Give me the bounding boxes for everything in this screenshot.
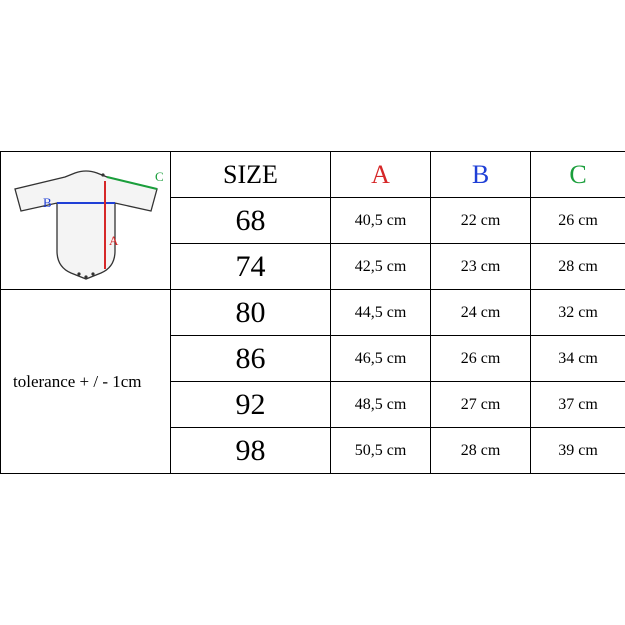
snap-icon <box>84 275 87 278</box>
garment-outline <box>15 171 157 279</box>
c-cell: 37 cm <box>531 382 625 428</box>
b-cell: 28 cm <box>431 428 531 474</box>
size-chart: B A C SIZE A B C 68 40,5 cm 22 cm 26 cm … <box>0 151 625 474</box>
c-cell: 28 cm <box>531 244 625 290</box>
table-header-row: B A C SIZE A B C <box>1 152 625 198</box>
b-cell: 26 cm <box>431 336 531 382</box>
c-cell: 26 cm <box>531 198 625 244</box>
size-cell: 98 <box>171 428 331 474</box>
table-row: tolerance + / - 1cm 80 44,5 cm 24 cm 32 … <box>1 290 625 336</box>
size-cell: 68 <box>171 198 331 244</box>
a-cell: 48,5 cm <box>331 382 431 428</box>
c-cell: 34 cm <box>531 336 625 382</box>
measure-a-label: A <box>109 233 119 248</box>
measure-c-label: C <box>155 169 164 184</box>
size-cell: 74 <box>171 244 331 290</box>
header-size: SIZE <box>171 152 331 198</box>
header-a: A <box>331 152 431 198</box>
size-cell: 92 <box>171 382 331 428</box>
size-cell: 80 <box>171 290 331 336</box>
a-cell: 44,5 cm <box>331 290 431 336</box>
measure-b-label: B <box>43 195 52 210</box>
snap-icon <box>77 272 80 275</box>
size-table: B A C SIZE A B C 68 40,5 cm 22 cm 26 cm … <box>0 151 625 474</box>
header-b: B <box>431 152 531 198</box>
tolerance-cell: tolerance + / - 1cm <box>1 290 171 474</box>
diagram-cell: B A C <box>1 152 171 290</box>
b-cell: 27 cm <box>431 382 531 428</box>
a-cell: 50,5 cm <box>331 428 431 474</box>
b-cell: 22 cm <box>431 198 531 244</box>
header-c: C <box>531 152 625 198</box>
b-cell: 24 cm <box>431 290 531 336</box>
a-cell: 46,5 cm <box>331 336 431 382</box>
c-cell: 32 cm <box>531 290 625 336</box>
snap-icon <box>91 272 94 275</box>
garment-diagram: B A C <box>7 161 165 281</box>
a-cell: 40,5 cm <box>331 198 431 244</box>
size-cell: 86 <box>171 336 331 382</box>
snap-icon <box>101 173 104 176</box>
a-cell: 42,5 cm <box>331 244 431 290</box>
c-cell: 39 cm <box>531 428 625 474</box>
b-cell: 23 cm <box>431 244 531 290</box>
